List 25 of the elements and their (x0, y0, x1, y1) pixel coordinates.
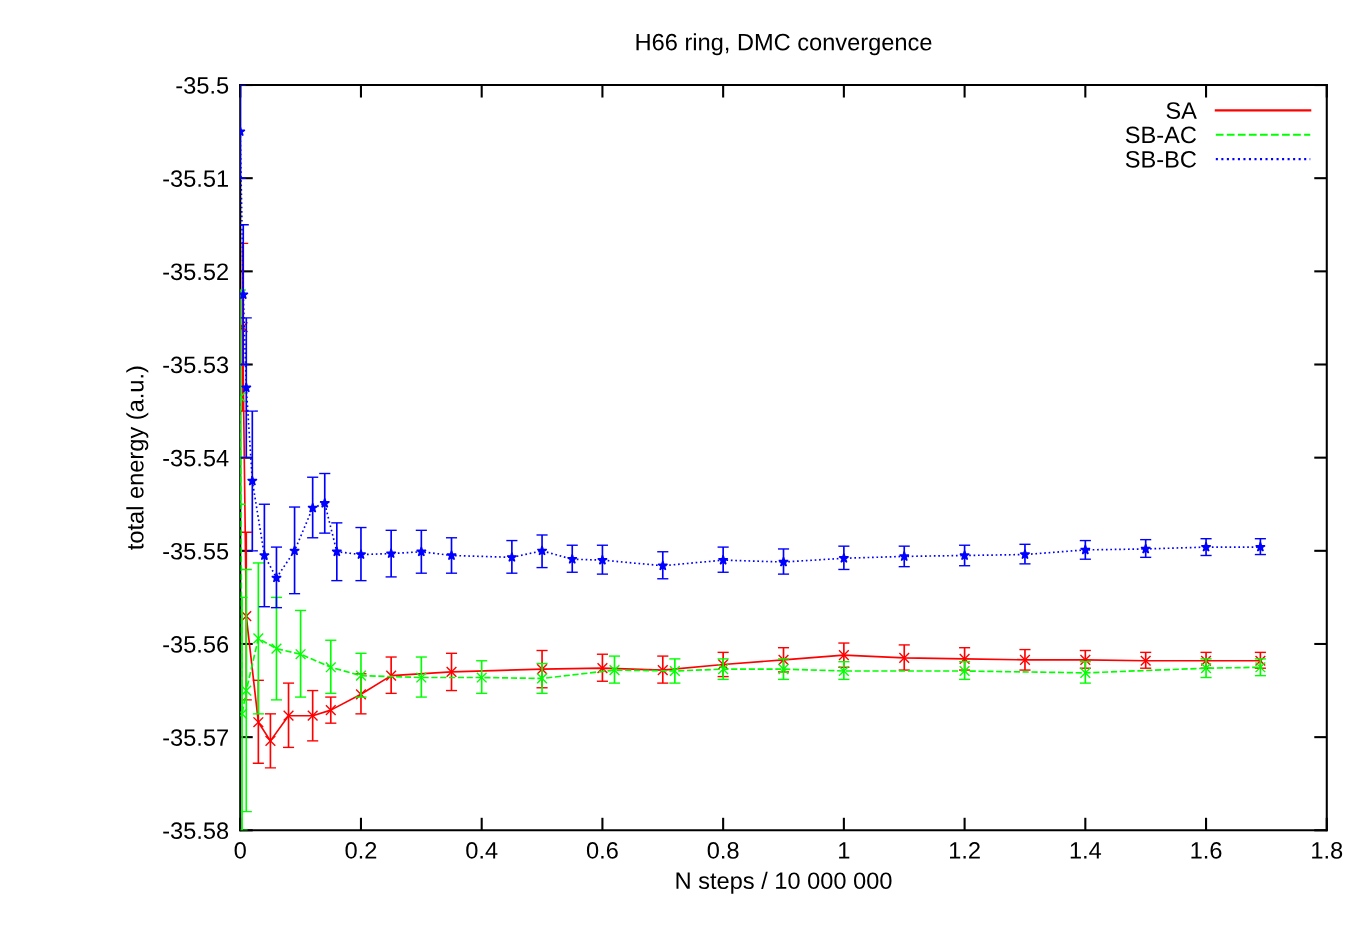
y-tick-label: -35.58 (163, 822, 229, 840)
x-tick-label: 0.8 (707, 842, 739, 859)
y-axis-title: total energy (a.u.) (126, 366, 149, 550)
x-tick-label: 1.8 (1312, 842, 1343, 859)
x-tick-label: 1 (839, 842, 850, 859)
y-tick-label: -35.53 (163, 356, 229, 374)
x-tick-label: 1.4 (1070, 842, 1102, 859)
y-tick-label: -35.52 (163, 263, 228, 281)
x-tick-label: 0.6 (586, 842, 618, 859)
y-tick-label: -35.5 (176, 77, 229, 94)
legend-label: SA (1166, 102, 1197, 119)
legend-label: SB-BC (1125, 150, 1197, 168)
y-tick-label: -35.55 (163, 542, 229, 560)
x-tick-label: 0.4 (466, 842, 498, 859)
x-tick-label: 1.6 (1191, 842, 1222, 859)
legend-label: SB-AC (1125, 126, 1197, 144)
y-tick-label: -35.51 (163, 170, 228, 187)
x-tick-label: 0.2 (345, 842, 377, 859)
x-tick-label: 1.2 (949, 842, 980, 859)
x-axis-title: N steps / 10 000 000 (676, 871, 892, 894)
chart-title: H66 ring, DMC convergence (636, 33, 932, 56)
y-tick-label: -35.56 (163, 636, 229, 653)
x-tick-label: 0 (234, 842, 246, 859)
y-tick-label: -35.54 (163, 449, 229, 467)
y-tick-label: -35.57 (163, 729, 228, 746)
